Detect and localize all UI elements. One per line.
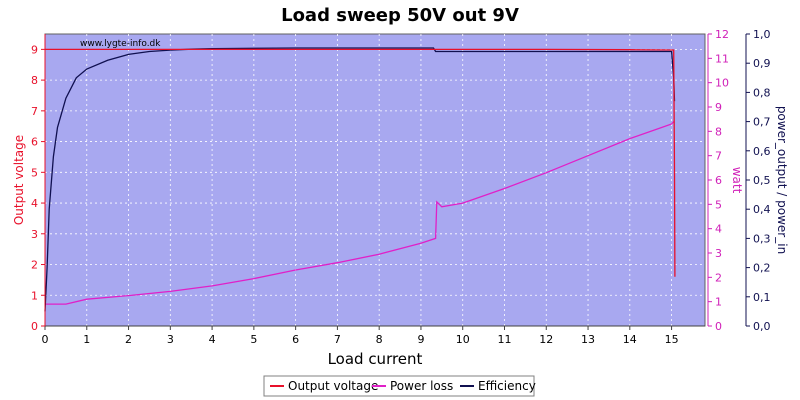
right1-tick-label: 3 <box>715 247 722 260</box>
right2-tick-label: 0,2 <box>753 262 771 275</box>
right2-tick-label: 0,6 <box>753 145 771 158</box>
right2-axis: 0,0 0,1 0,2 0,3 0,4 0,5 0,6 0,7 0,8 0,9 1,0 <box>745 28 771 333</box>
watermark-text: www.lygte-info.dk <box>80 39 161 49</box>
right1-tick-label: 8 <box>715 125 722 138</box>
right1-tick-label: 4 <box>715 223 722 236</box>
right1-tick-label: 10 <box>715 77 729 90</box>
right2-tick-label: 1,0 <box>753 28 771 41</box>
right1-tick-label: 5 <box>715 198 722 211</box>
power-loss-line <box>45 121 675 305</box>
x-tick-label: 0 <box>42 333 49 346</box>
right2-tick-label: 0,1 <box>753 291 771 304</box>
right1-tick-label: 0 <box>715 320 722 333</box>
right2-axis-title: power_output / power_in <box>775 106 789 254</box>
right1-tick-label: 6 <box>715 174 722 187</box>
right1-tick-label: 9 <box>715 101 722 114</box>
right2-tick-label: 0,9 <box>753 57 771 70</box>
right1-axis-title: watt <box>730 167 744 194</box>
x-tick-label: 5 <box>250 333 257 346</box>
legend-power-loss-label: Power loss <box>390 379 453 393</box>
left-tick-label: 0 <box>31 320 38 333</box>
right2-tick-label: 0,4 <box>753 203 771 216</box>
x-axis-title: Load current <box>328 350 423 368</box>
series-layer <box>44 47 676 312</box>
left-axis: 0 1 2 3 4 5 6 7 8 9 <box>31 34 46 333</box>
x-tick-label: 7 <box>334 333 341 346</box>
x-tick-label: 10 <box>456 333 470 346</box>
right2-tick-label: 0,0 <box>753 320 771 333</box>
x-tick-label: 2 <box>125 333 132 346</box>
right1-tick-label: 1 <box>715 296 722 309</box>
x-tick-label: 13 <box>581 333 595 346</box>
left-tick-label: 7 <box>31 105 38 118</box>
right1-tick-label: 7 <box>715 150 722 163</box>
legend-box <box>263 375 535 397</box>
left-tick-label: 2 <box>31 259 38 272</box>
right1-tick-label: 12 <box>715 28 729 41</box>
right2-tick-label: 0,5 <box>753 174 771 187</box>
x-tick-label: 9 <box>417 333 424 346</box>
x-tick-label: 12 <box>539 333 553 346</box>
x-tick-label: 3 <box>167 333 174 346</box>
chart-title: Load sweep 50V out 9V <box>281 5 519 26</box>
plot-area <box>44 33 706 327</box>
legend-output-voltage-label: Output voltage <box>288 379 378 393</box>
right1-tick-label: 2 <box>715 271 722 284</box>
output-voltage-line <box>45 48 676 277</box>
x-tick-label: 1 <box>83 333 90 346</box>
right1-tick-label: 11 <box>715 52 729 65</box>
left-tick-label: 1 <box>31 289 38 302</box>
legend-efficiency-label: Efficiency <box>478 379 536 393</box>
x-tick-label: 8 <box>376 333 383 346</box>
left-tick-label: 8 <box>31 74 38 87</box>
x-axis: 0 1 2 3 4 5 6 7 8 9 10 11 12 13 14 15 <box>42 325 705 346</box>
left-tick-label: 5 <box>31 166 38 179</box>
left-tick-label: 4 <box>31 197 38 210</box>
x-tick-label: 4 <box>209 333 216 346</box>
right2-tick-label: 0,8 <box>753 86 771 99</box>
x-tick-label: 11 <box>497 333 511 346</box>
x-tick-label: 15 <box>665 333 679 346</box>
x-tick-label: 6 <box>292 333 299 346</box>
right2-tick-label: 0,3 <box>753 232 771 245</box>
x-tick-label: 14 <box>623 333 637 346</box>
legend: Output voltage Power loss Efficiency <box>263 375 536 397</box>
left-tick-label: 9 <box>31 43 38 56</box>
right2-tick-label: 0,7 <box>753 116 771 129</box>
left-tick-label: 3 <box>31 228 38 241</box>
left-tick-label: 6 <box>31 136 38 149</box>
left-axis-title: Output voltage <box>12 135 26 225</box>
